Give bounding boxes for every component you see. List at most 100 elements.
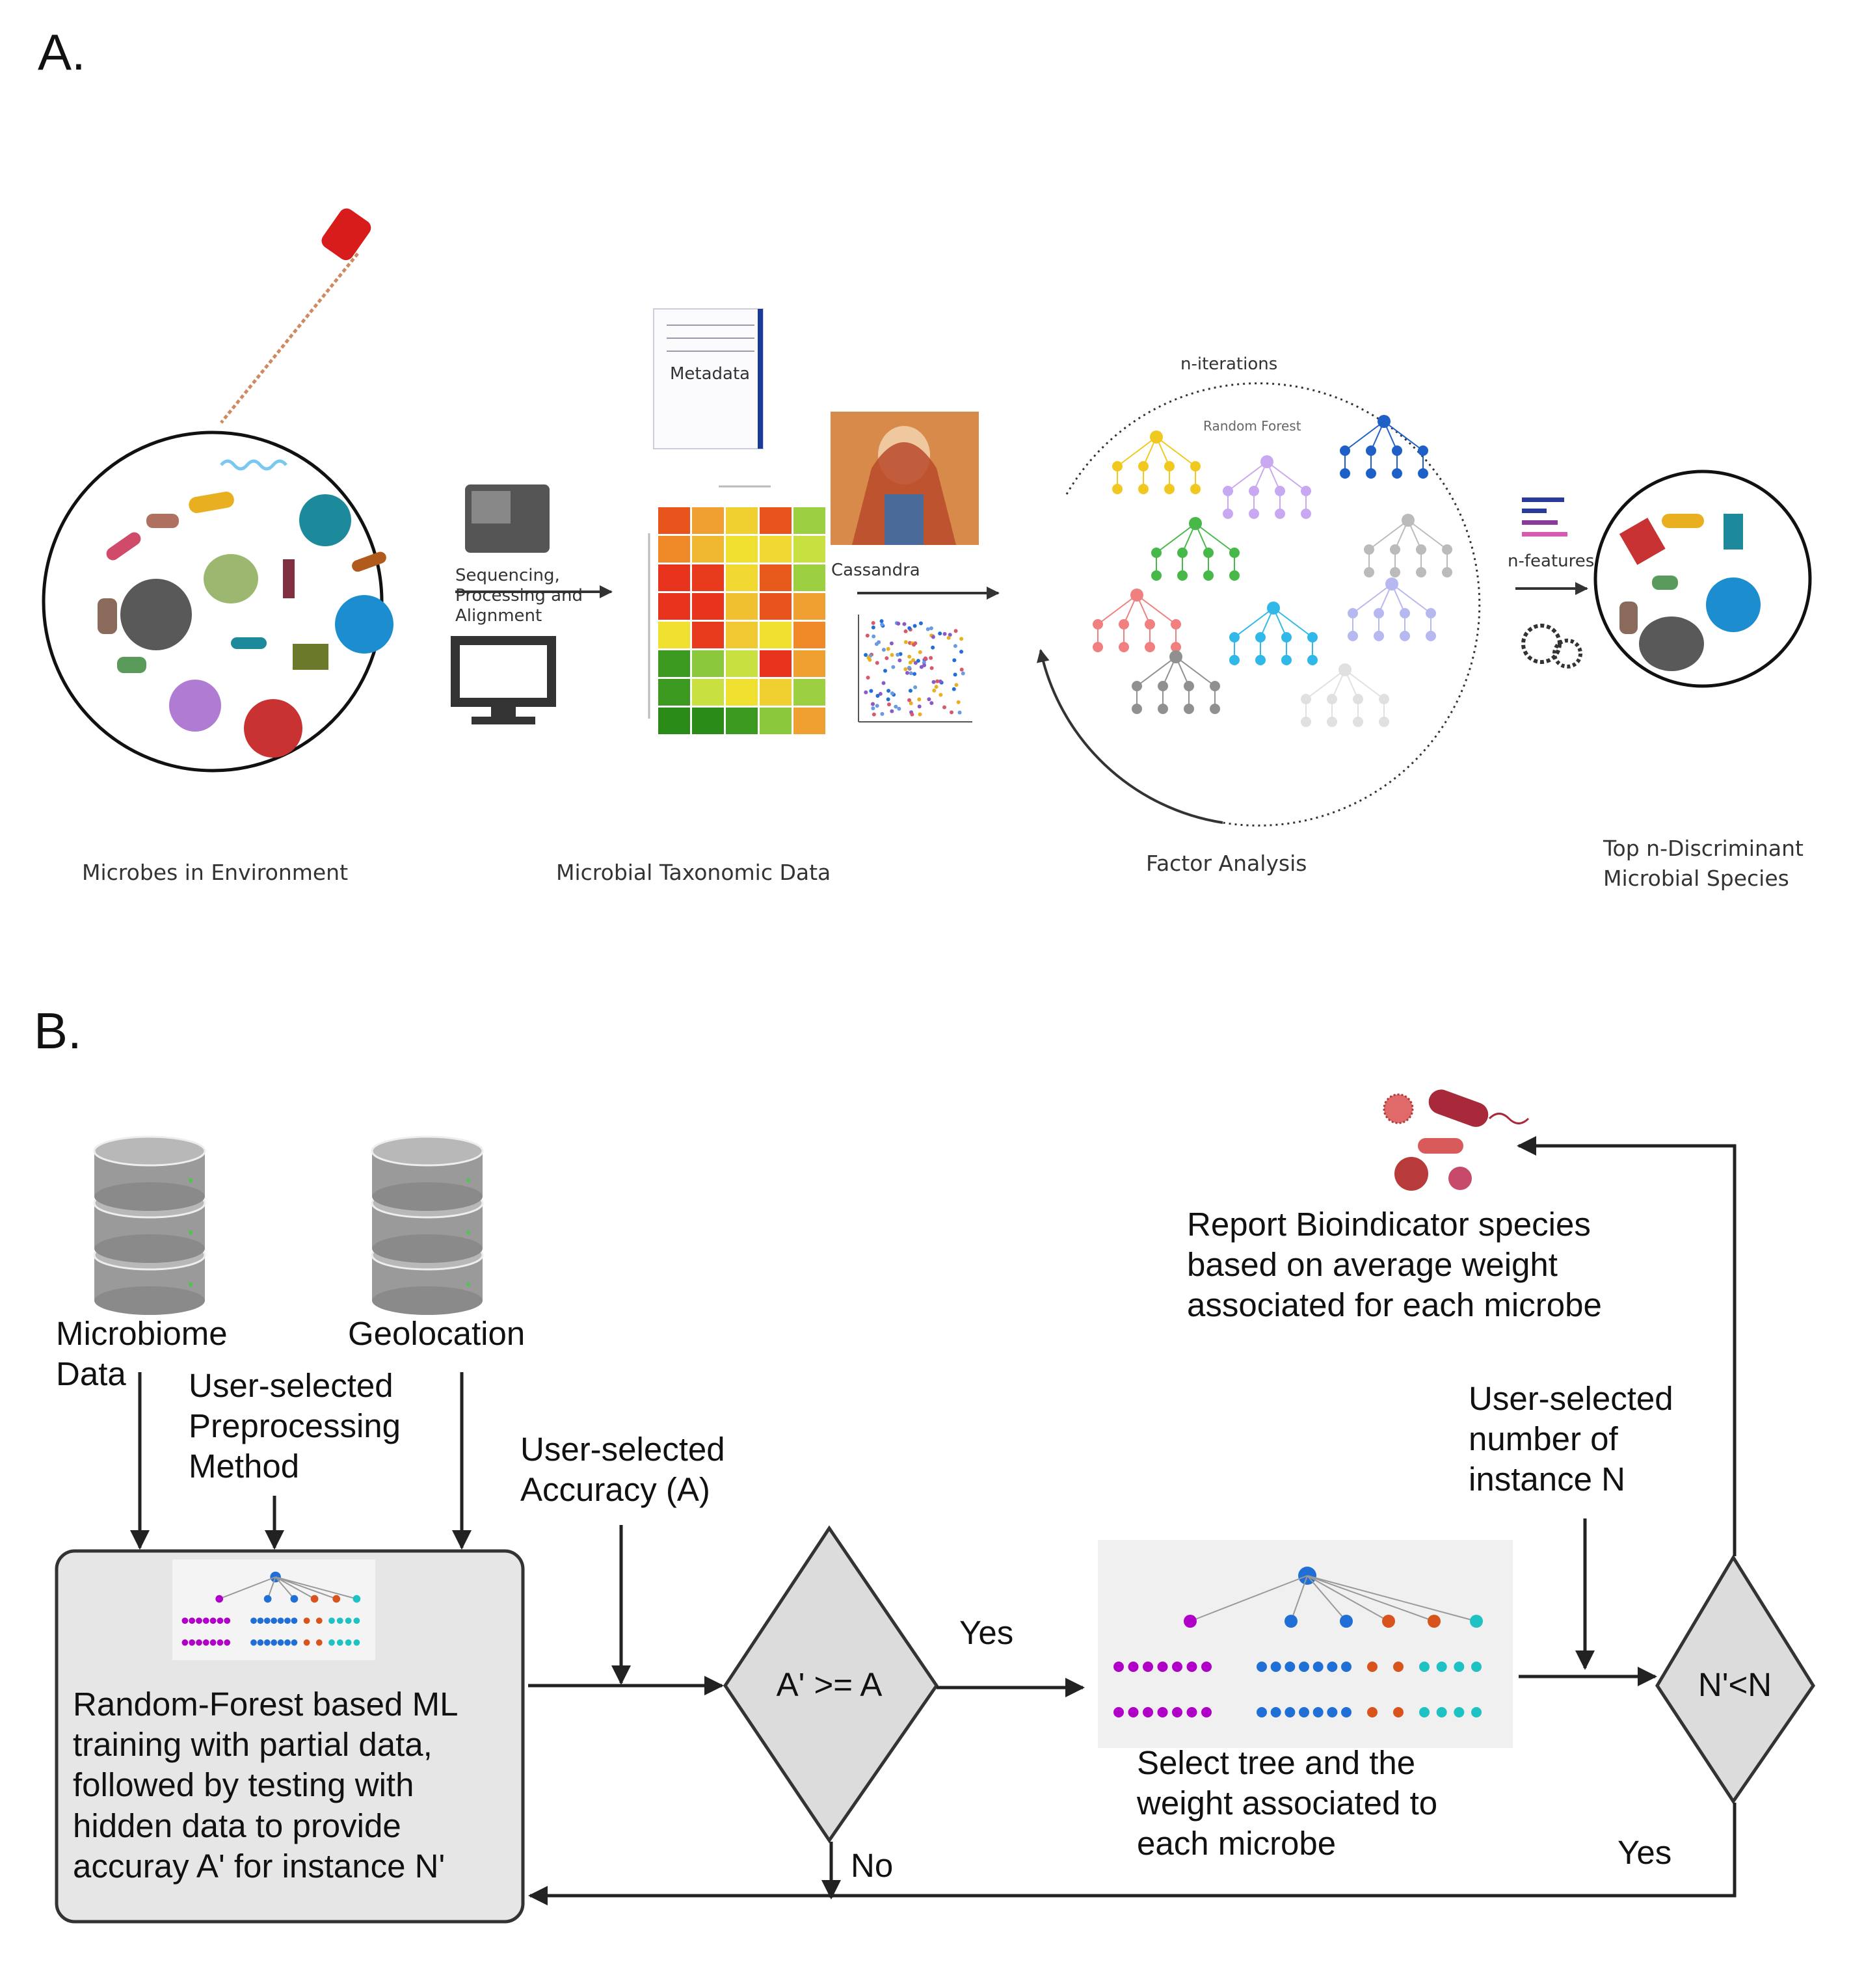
tree-edge	[1253, 461, 1268, 492]
tree-leaf	[257, 1617, 264, 1624]
tree-node	[1340, 1615, 1353, 1628]
geolocation-label: Geolocation	[348, 1315, 526, 1352]
tree-edge	[1307, 1575, 1477, 1622]
scatter-point	[931, 645, 935, 650]
cassandra-label: Cassandra	[831, 561, 920, 580]
training-text: Random-Forest based ML training with par…	[73, 1686, 459, 1885]
tree-edge	[1097, 594, 1138, 625]
scatter-point	[886, 689, 891, 693]
microbiome-database-icon	[93, 1135, 206, 1315]
tree-leaf	[217, 1617, 224, 1624]
db-segment-bottom	[94, 1234, 205, 1263]
tree-leaf	[202, 1639, 209, 1646]
tree-leaf	[1341, 1662, 1352, 1672]
heatmap-cell	[760, 622, 792, 648]
scatter-point	[938, 631, 942, 636]
scatter-point	[931, 680, 936, 684]
heatmap-cell	[726, 507, 758, 534]
tree-leaf	[196, 1617, 202, 1624]
heatmap-cell	[760, 593, 792, 620]
heatmap-cell	[793, 564, 825, 591]
scatter-point	[877, 640, 881, 644]
heatmap-cell	[692, 593, 724, 620]
caption-top-species: Top n-Discriminant Microbial Species	[1603, 836, 1804, 892]
tree-leaf	[1157, 1707, 1168, 1717]
heatmap-cell	[692, 536, 724, 563]
tree-leaf	[1257, 1707, 1267, 1717]
tree-leaf	[1113, 1707, 1124, 1717]
tree-leaf	[1270, 1662, 1281, 1672]
tree-leaf	[1285, 1707, 1296, 1717]
decision2-text: N'<N	[1698, 1666, 1772, 1703]
caption-taxonomic: Microbial Taxonomic Data	[556, 860, 831, 885]
panel-a-label: A.	[38, 23, 86, 81]
tree-leaf	[181, 1617, 189, 1624]
scatter-point	[875, 694, 880, 698]
heatmap-cell	[726, 593, 758, 620]
scatter-point	[910, 712, 914, 717]
tree-edge	[1266, 461, 1307, 492]
tree-node	[215, 1595, 224, 1603]
tree-edge	[1190, 1575, 1308, 1622]
db-segment-bottom	[94, 1182, 205, 1211]
scatter-point	[890, 653, 894, 657]
tree-leaf	[271, 1639, 278, 1646]
tree-leaf	[1419, 1662, 1430, 1672]
heatmap-cell	[793, 507, 825, 534]
scatter-point	[886, 697, 890, 702]
n-features-label: n-features	[1508, 551, 1595, 571]
tree-leaf	[202, 1617, 209, 1624]
scatter-point	[881, 681, 886, 685]
accuracy-label: User-selected Accuracy (A)	[520, 1431, 725, 1509]
tree-node	[1184, 1615, 1197, 1628]
scatter-point	[869, 689, 873, 693]
scatter-point	[872, 712, 876, 717]
tree-edge	[1368, 520, 1409, 550]
scatter-point	[883, 669, 888, 673]
scatter-point	[903, 640, 908, 644]
tree-leaf	[1172, 1662, 1182, 1672]
tree-leaf	[217, 1639, 224, 1646]
tree-edge	[1378, 583, 1392, 614]
tree-leaf	[1393, 1662, 1404, 1672]
tree-leaf	[1454, 1707, 1465, 1717]
tree-leaf	[257, 1639, 264, 1646]
heatmap-cell	[760, 536, 792, 563]
heatmap-cell	[793, 650, 825, 677]
tree-leaf	[189, 1639, 196, 1646]
tree-edge	[1156, 436, 1170, 467]
report-text: Report Bioindicator species based on ave…	[1187, 1206, 1602, 1324]
scatter-point	[908, 689, 912, 693]
scatter-point	[927, 697, 931, 702]
tree-leaf	[315, 1639, 323, 1646]
scatter-point	[908, 660, 912, 665]
tree-edge	[1260, 607, 1274, 638]
tree-leaf	[1312, 1662, 1324, 1672]
scatter-point	[880, 622, 885, 627]
tree-edge	[1175, 656, 1190, 687]
scatter-point	[954, 683, 959, 687]
scatter-point	[939, 693, 943, 697]
db-led	[466, 1230, 470, 1234]
scatter-point	[909, 701, 913, 706]
tree-edge	[275, 1576, 357, 1600]
scatter-point	[953, 644, 957, 648]
tree-leaf	[1327, 1707, 1338, 1717]
tree-leaf	[209, 1639, 217, 1646]
scatter-point	[866, 676, 870, 680]
tree-leaf	[1341, 1707, 1352, 1717]
tree-node	[1428, 1615, 1441, 1628]
scatter-point	[916, 659, 920, 663]
heatmap-cell	[692, 564, 724, 591]
tree-leaf	[284, 1639, 291, 1646]
scatter-point	[905, 670, 909, 675]
tree-leaf	[345, 1617, 352, 1624]
tree-edge	[1136, 656, 1177, 687]
tree-leaf	[1436, 1707, 1447, 1717]
tree-leaf	[1113, 1662, 1124, 1672]
heatmap-cell	[726, 679, 758, 706]
tree-leaf	[1128, 1707, 1139, 1717]
heatmap-cell	[726, 564, 758, 591]
heatmap-cell	[692, 507, 724, 534]
tree-node	[1285, 1615, 1298, 1628]
